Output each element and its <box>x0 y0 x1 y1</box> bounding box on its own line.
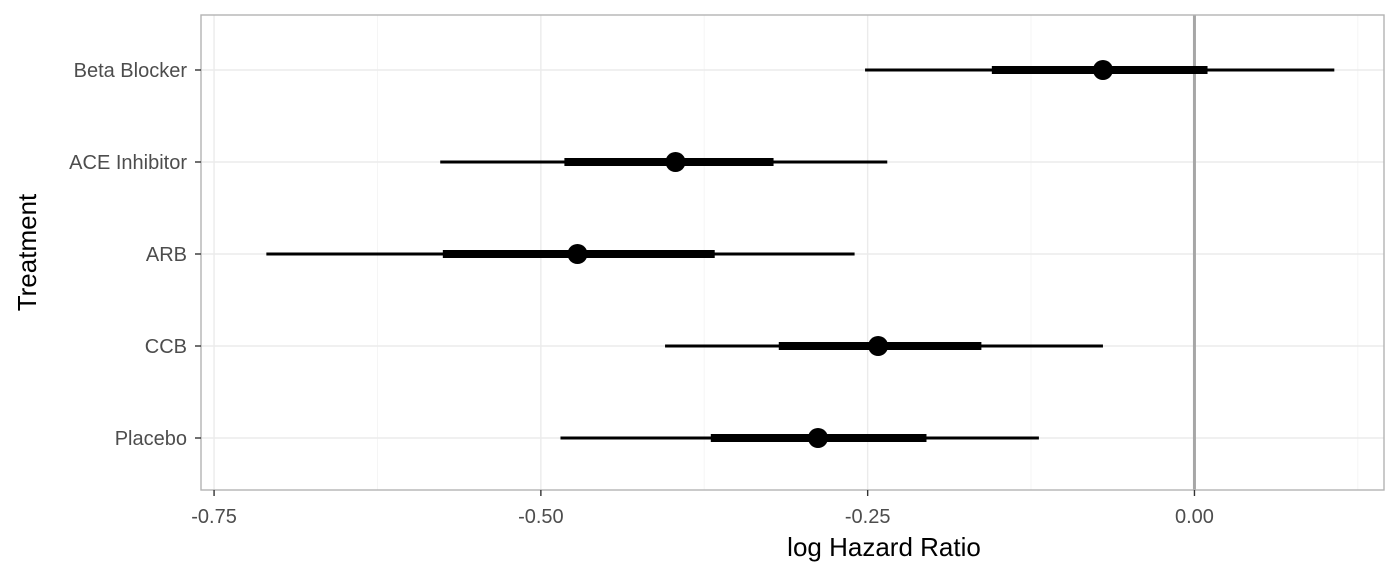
x-tick-label: -0.25 <box>845 506 891 528</box>
point-estimate <box>1092 60 1113 80</box>
y-tick-label: Placebo <box>115 428 187 450</box>
panel-border <box>200 14 1385 491</box>
point-estimate <box>868 336 889 356</box>
y-tick-label: CCB <box>145 336 187 358</box>
point-estimate <box>807 428 828 448</box>
point-estimate <box>567 244 588 264</box>
point-estimate <box>665 152 686 172</box>
x-axis-title: log Hazard Ratio <box>787 532 981 562</box>
axis-ticks <box>195 69 1196 496</box>
y-tick-label: ACE Inhibitor <box>69 152 187 174</box>
x-tick-labels: -0.75 -0.50 -0.25 0.00 <box>191 506 1214 528</box>
y-tick-label: ARB <box>146 244 187 266</box>
x-tick-label: 0.00 <box>1175 506 1214 528</box>
y-tick-labels: Beta Blocker ACE Inhibitor ARB CCB Placebo <box>69 60 187 450</box>
y-axis-title: Treatment <box>12 193 42 311</box>
x-tick-label: -0.50 <box>518 506 564 528</box>
x-tick-label: -0.75 <box>191 506 237 528</box>
estimate-marks <box>266 60 1335 448</box>
y-tick-label: Beta Blocker <box>74 60 188 82</box>
